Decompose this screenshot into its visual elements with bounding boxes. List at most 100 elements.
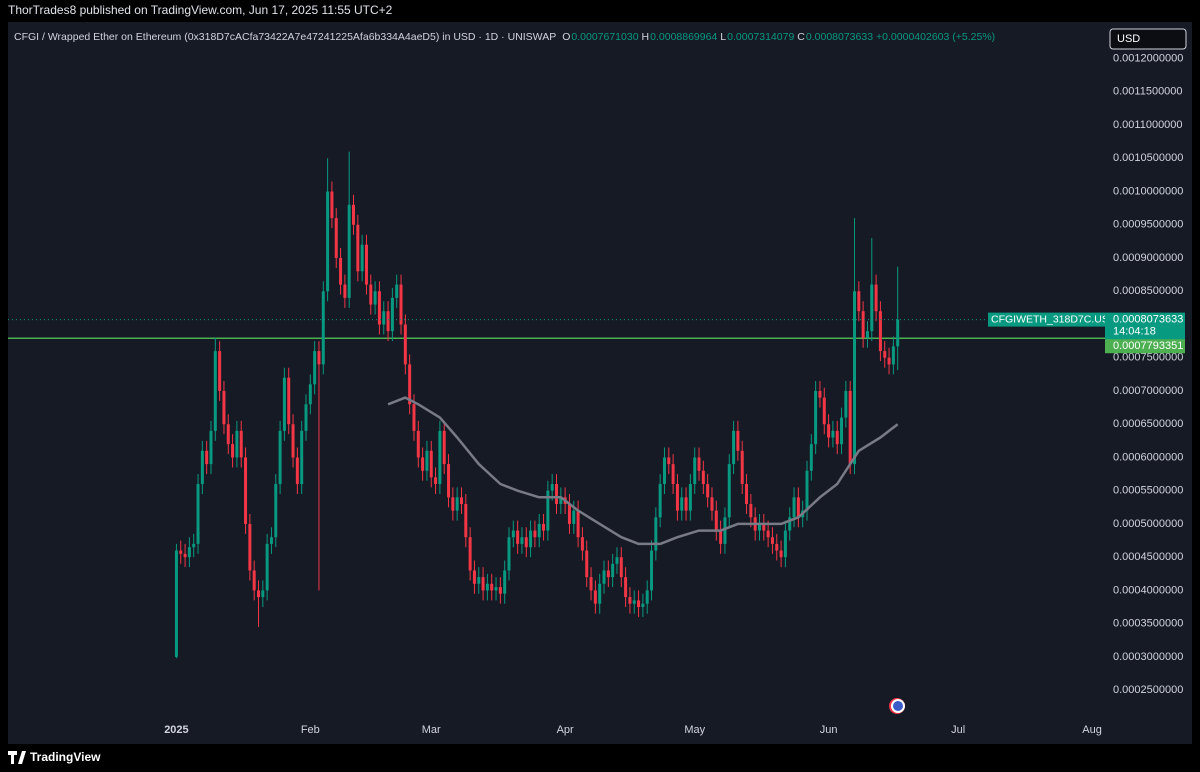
candle-body — [360, 244, 364, 272]
countdown-label: 14:04:18 — [1113, 326, 1156, 338]
candle-body — [451, 497, 455, 511]
candle-body — [770, 537, 774, 544]
legend-value: 0.0008869964 — [650, 31, 717, 43]
candle-body — [386, 311, 390, 332]
candle-body — [213, 351, 217, 431]
candle-body — [490, 583, 494, 591]
symbol-label-box — [988, 312, 1105, 327]
candle-body — [589, 577, 593, 591]
candle-body — [818, 390, 822, 398]
candle-body — [248, 523, 252, 571]
candle-body — [295, 457, 299, 485]
candle-body — [865, 331, 869, 338]
y-tick-label: 0.0009000000 — [1113, 252, 1183, 264]
candle-body — [853, 291, 857, 465]
candle-body — [887, 357, 891, 365]
candle-body — [390, 297, 394, 332]
candle-body — [645, 590, 649, 604]
candle-body — [870, 284, 874, 332]
y-tick-label: 0.0003500000 — [1113, 618, 1183, 630]
candle-body — [576, 510, 580, 538]
candle-body — [723, 517, 727, 544]
candle-body — [321, 291, 325, 365]
candle-body — [269, 537, 273, 544]
candle-body — [688, 484, 692, 511]
candle-body — [364, 244, 368, 285]
legend-change: +0.0000402603 (+5.25%) — [876, 31, 995, 43]
candle-body — [472, 570, 476, 584]
x-tick-label: Aug — [1082, 724, 1102, 736]
y-tick-label: 0.0007500000 — [1113, 352, 1183, 364]
candle-body — [559, 497, 563, 504]
candle-body — [529, 530, 533, 548]
candle-body — [740, 450, 744, 485]
candle-body — [503, 570, 507, 594]
candle-body — [459, 497, 463, 504]
candle-body — [464, 503, 468, 538]
moving-average — [387, 396, 899, 546]
candle-body — [520, 537, 524, 544]
y-tick-label: 0.0006000000 — [1113, 451, 1183, 463]
candle-body — [304, 404, 308, 431]
x-tick-label: Jul — [951, 724, 965, 736]
candle-body — [174, 550, 178, 657]
symbol-label: CFGIWETH_318D7C.USD — [991, 313, 1117, 325]
candle-body — [654, 517, 658, 551]
candle-body — [205, 450, 209, 465]
candle-body — [727, 464, 731, 518]
candle-body — [339, 258, 343, 285]
candle-body — [775, 543, 779, 551]
event-icon-flag — [893, 701, 903, 711]
y-tick-label: 0.0004000000 — [1113, 584, 1183, 596]
candle-body — [628, 597, 632, 604]
candle-body — [477, 577, 481, 584]
candle-body — [606, 570, 610, 578]
currency-button[interactable] — [1109, 28, 1187, 50]
candle-body — [356, 224, 360, 272]
candle-body — [326, 191, 330, 292]
x-tick-label: Mar — [422, 724, 441, 736]
candle-body — [218, 351, 222, 391]
candle-body — [602, 570, 606, 584]
candle-body — [507, 537, 511, 571]
candle-body — [256, 590, 260, 598]
candle-body — [762, 523, 766, 531]
legend-title: CFGI / Wrapped Ether on Ethereum (0x318D… — [14, 31, 556, 43]
y-tick-label: 0.0011500000 — [1113, 86, 1183, 98]
hline-label: 0.0007793351 — [1113, 340, 1183, 352]
candle-body — [827, 424, 831, 438]
candle-body — [706, 484, 710, 498]
last-price-label: 0.0008073633 — [1113, 314, 1183, 326]
candle-body — [481, 577, 485, 591]
currency-label: USD — [1117, 33, 1140, 45]
candle-body — [671, 464, 675, 485]
candle-body — [442, 430, 446, 465]
candle-body — [697, 457, 701, 471]
candle-body — [183, 553, 187, 558]
candle-body — [766, 530, 770, 538]
x-tick-label: Apr — [557, 724, 574, 736]
candle-body — [896, 319, 900, 347]
candle-body — [222, 390, 226, 425]
candle-body — [593, 590, 597, 604]
candle-body — [308, 384, 312, 405]
candle-body — [425, 450, 429, 471]
candle-body — [516, 530, 520, 544]
y-tick-label: 0.0011000000 — [1113, 119, 1183, 131]
candle-body — [485, 583, 489, 591]
last-price-box — [1105, 312, 1185, 340]
legend-key: O — [562, 31, 570, 43]
candle-body — [377, 291, 381, 325]
candle-body — [282, 377, 286, 431]
candle-body — [447, 464, 451, 498]
candle-body — [598, 583, 602, 604]
candle-body — [537, 523, 541, 538]
candle-body — [494, 587, 498, 591]
y-tick-label: 0.0010500000 — [1113, 152, 1183, 164]
candle-body — [585, 550, 589, 578]
candle-body — [352, 204, 356, 225]
candle-body — [546, 490, 550, 531]
candle-body — [399, 284, 403, 325]
hline-box — [1105, 339, 1185, 354]
